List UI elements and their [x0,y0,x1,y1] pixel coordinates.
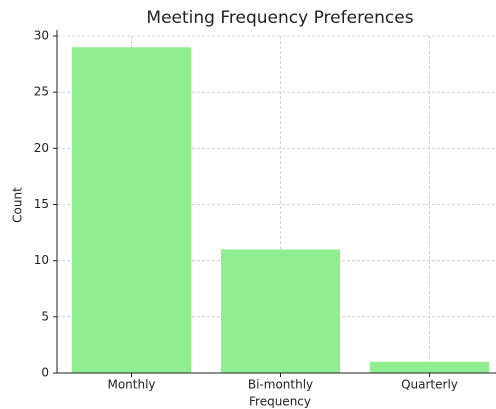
y-tick-label: 5 [41,309,49,323]
y-axis-label: Count [11,187,25,223]
bar [71,47,192,373]
chart-title: Meeting Frequency Preferences [146,8,413,28]
x-axis-label: Frequency [249,395,311,409]
bars [71,47,490,373]
axes: 0 5 10 15 20 25 30 Monthly Bi-monthly Quarterly [34,29,496,392]
x-tick-label: Bi-monthly [248,378,313,392]
y-tick-label: 25 [34,85,49,99]
bar [220,249,341,373]
y-tick-label: 10 [34,253,49,267]
y-tick-label: 0 [41,366,49,380]
y-tick-label: 20 [34,141,49,155]
x-tick-label: Quarterly [401,378,458,392]
bar [369,361,490,373]
y-tick-label: 15 [34,197,49,211]
x-tick-label: Monthly [107,378,155,392]
y-tick-label: 30 [34,29,49,43]
